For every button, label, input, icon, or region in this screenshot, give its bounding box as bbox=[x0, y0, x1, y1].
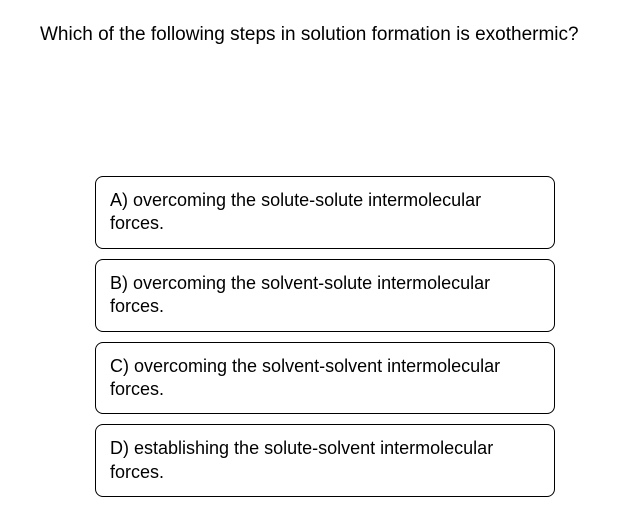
option-b-label: B) overcoming the solvent-solute intermo… bbox=[110, 273, 490, 316]
option-d-label: D) establishing the solute-solvent inter… bbox=[110, 438, 493, 481]
option-a[interactable]: A) overcoming the solute-solute intermol… bbox=[95, 176, 555, 249]
option-a-label: A) overcoming the solute-solute intermol… bbox=[110, 190, 481, 233]
option-c[interactable]: C) overcoming the solvent-solvent interm… bbox=[95, 342, 555, 415]
quiz-container: Which of the following steps in solution… bbox=[0, 0, 637, 497]
options-group: A) overcoming the solute-solute intermol… bbox=[40, 176, 597, 497]
option-b[interactable]: B) overcoming the solvent-solute intermo… bbox=[95, 259, 555, 332]
question-text: Which of the following steps in solution… bbox=[40, 24, 597, 46]
option-c-label: C) overcoming the solvent-solvent interm… bbox=[110, 356, 500, 399]
option-d[interactable]: D) establishing the solute-solvent inter… bbox=[95, 424, 555, 497]
